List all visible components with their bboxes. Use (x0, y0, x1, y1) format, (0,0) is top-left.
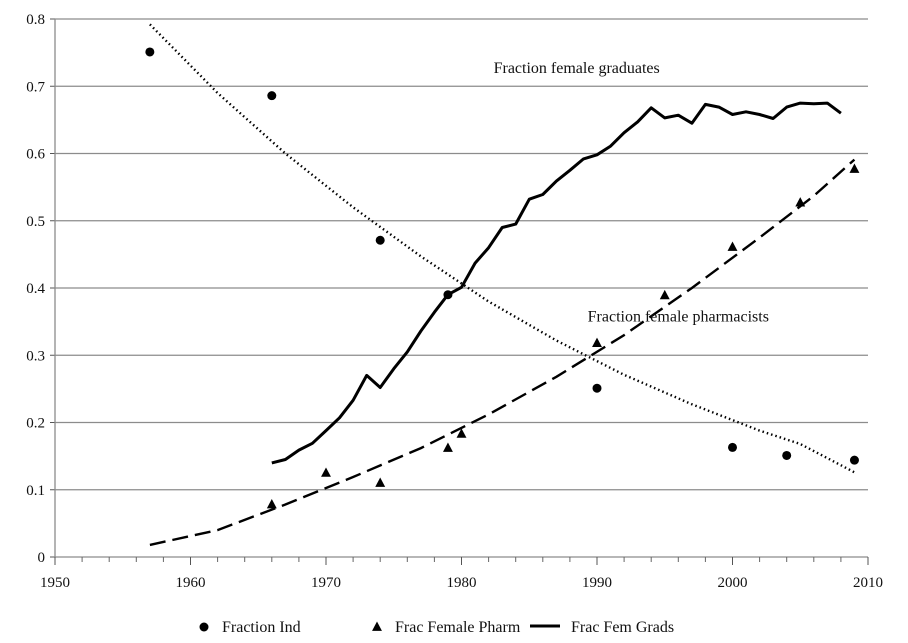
data-point-frac-female-pharm (321, 467, 331, 476)
trendline-frac-female-pharm (150, 160, 855, 545)
y-tick-labels: 0 0.1 0.2 0.3 0.4 0.5 0.6 0.7 0.8 (26, 12, 45, 566)
y-tick-label: 0.4 (26, 281, 45, 297)
data-point-frac-female-pharm (660, 290, 670, 299)
data-point-frac-female-pharm (728, 241, 738, 250)
data-series (145, 47, 859, 508)
legend-label: Frac Female Pharm (395, 619, 521, 636)
legend-label: Frac Fem Grads (571, 619, 674, 636)
gridlines (55, 19, 868, 490)
y-tick-label: 0 (38, 550, 46, 566)
y-tick-label: 0.7 (26, 79, 45, 95)
data-point-frac-female-pharm (375, 478, 385, 487)
data-point-frac-female-pharm (850, 163, 860, 172)
y-tick-label: 0.6 (26, 147, 45, 163)
legend-marker-triangle (372, 622, 382, 631)
x-tick-label: 2010 (853, 575, 883, 591)
data-point-fraction-ind (145, 47, 154, 56)
axes (50, 19, 868, 565)
trendlines (150, 24, 855, 545)
x-tick-label: 1990 (582, 575, 612, 591)
y-tick-label: 0.8 (26, 12, 45, 28)
x-tick-labels: 1950 1960 1970 1980 1990 2000 2010 (40, 575, 883, 591)
x-tick-label: 1950 (40, 575, 70, 591)
legend-label: Fraction Ind (222, 619, 301, 636)
x-tick-label: 1960 (176, 575, 206, 591)
annotation-label: Fraction female graduates (494, 60, 660, 77)
legend-marker-circle (200, 623, 209, 632)
x-tick-label: 2000 (718, 575, 748, 591)
data-point-fraction-ind (850, 456, 859, 465)
data-point-frac-female-pharm (443, 443, 453, 452)
x-tick-label: 1980 (447, 575, 477, 591)
data-point-fraction-ind (728, 443, 737, 452)
annotation-label: Fraction female pharmacists (588, 309, 769, 326)
data-point-fraction-ind (267, 91, 276, 100)
data-point-fraction-ind (782, 451, 791, 460)
y-tick-label: 0.3 (26, 348, 45, 364)
data-point-fraction-ind (376, 236, 385, 245)
y-tick-label: 0.1 (26, 483, 45, 499)
y-tick-label: 0.2 (26, 416, 45, 432)
annotations: Fraction female graduates Fraction female… (494, 60, 769, 326)
series-line-frac-fem-grads (272, 103, 841, 463)
data-point-fraction-ind (593, 384, 602, 393)
data-point-frac-female-pharm (795, 197, 805, 206)
data-point-frac-female-pharm (592, 338, 602, 347)
legend: Fraction Ind Frac Female Pharm Frac Fem Gr… (200, 619, 675, 636)
data-point-frac-female-pharm (267, 499, 277, 508)
trendline-fraction-ind (150, 24, 855, 472)
x-tick-label: 1970 (311, 575, 341, 591)
y-tick-label: 0.5 (26, 214, 45, 230)
